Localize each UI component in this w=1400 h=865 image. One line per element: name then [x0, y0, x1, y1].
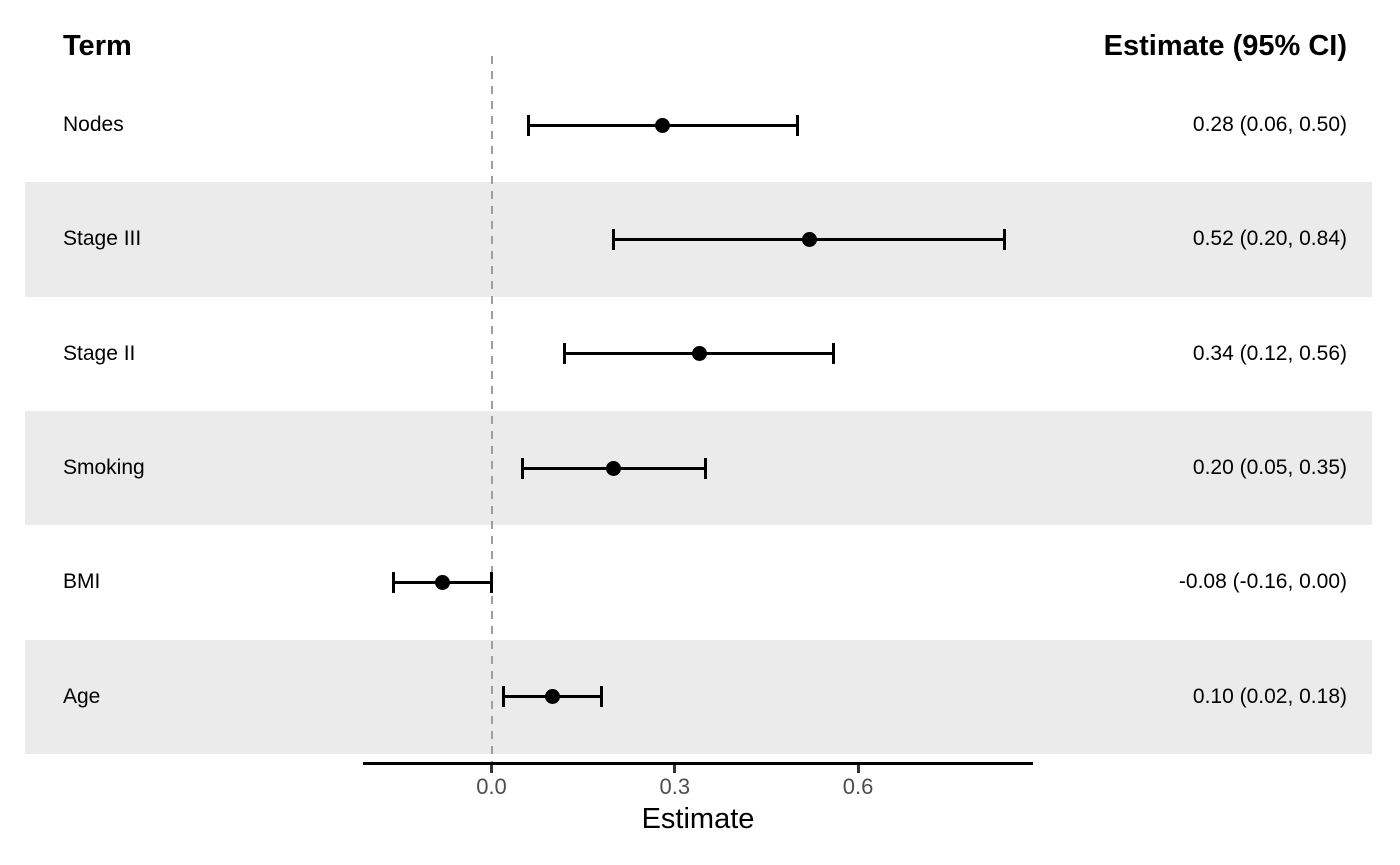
x-axis-line [363, 762, 1033, 765]
term-column-header: Term [63, 30, 132, 62]
estimate-ci-label: 0.10 (0.02, 0.18) [1192, 684, 1347, 708]
ci-cap-high [703, 457, 707, 479]
x-axis-tick-mark [856, 765, 860, 773]
ci-cap-low [502, 686, 506, 708]
x-axis-tick-mark [490, 765, 493, 773]
term-label: Smoking [63, 456, 145, 480]
term-label: Stage II [63, 341, 136, 365]
ci-cap-low [612, 228, 616, 250]
estimate-point [545, 689, 561, 705]
estimate-point [655, 117, 671, 133]
ci-cap-low [563, 343, 567, 365]
estimate-ci-label: 0.34 (0.12, 0.56) [1192, 341, 1347, 365]
ci-cap-high [832, 343, 836, 365]
estimate-ci-label: 0.52 (0.20, 0.84) [1192, 227, 1347, 251]
x-axis-tick-label: 0.6 [842, 774, 874, 799]
ci-cap-high [795, 114, 799, 136]
term-label: Age [63, 684, 101, 708]
estimate-point [691, 346, 707, 362]
ci-cap-low [526, 114, 530, 136]
estimate-ci-label: 0.28 (0.06, 0.50) [1192, 113, 1347, 137]
zero-reference-line [490, 56, 493, 763]
estimate-ci-label: 0.20 (0.05, 0.35) [1192, 456, 1347, 480]
estimate-ci-label: -0.08 (-0.16, 0.00) [1178, 570, 1347, 594]
x-axis-tick-label: 0.3 [659, 774, 691, 799]
x-axis-title: Estimate [641, 803, 755, 835]
ci-cap-low [520, 457, 524, 479]
ci-cap-high [599, 686, 603, 708]
estimate-point [801, 231, 817, 247]
ci-cap-high [1003, 228, 1007, 250]
term-label: Nodes [63, 113, 124, 137]
estimate-point [435, 574, 451, 590]
ci-cap-high [490, 571, 493, 593]
x-axis-tick-label: 0.0 [476, 774, 507, 799]
estimate-column-header: Estimate (95% CI) [1103, 30, 1347, 62]
x-axis-tick-mark [673, 765, 677, 773]
row-stripe [25, 639, 1372, 754]
ci-cap-low [392, 571, 396, 593]
term-label: Stage III [63, 227, 142, 251]
estimate-point [606, 460, 622, 476]
term-label: BMI [63, 570, 101, 594]
